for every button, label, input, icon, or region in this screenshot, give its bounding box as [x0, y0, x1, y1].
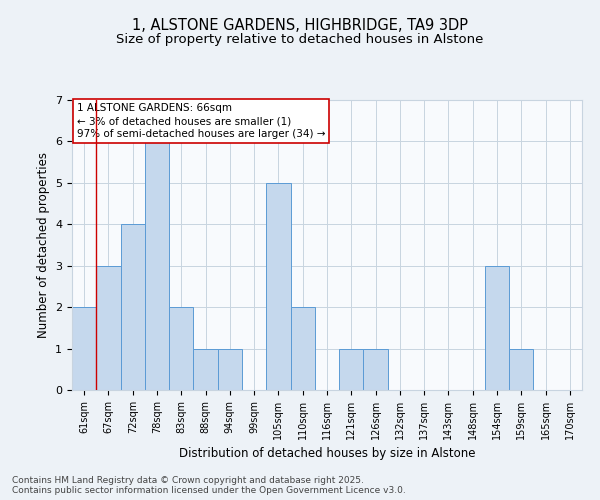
Bar: [121, 224, 145, 390]
Text: Contains HM Land Registry data © Crown copyright and database right 2025.
Contai: Contains HM Land Registry data © Crown c…: [12, 476, 406, 495]
Bar: [364, 348, 388, 390]
Bar: [193, 348, 218, 390]
Bar: [266, 183, 290, 390]
Y-axis label: Number of detached properties: Number of detached properties: [37, 152, 50, 338]
Bar: [339, 348, 364, 390]
Bar: [509, 348, 533, 390]
Bar: [145, 142, 169, 390]
X-axis label: Distribution of detached houses by size in Alstone: Distribution of detached houses by size …: [179, 448, 475, 460]
Bar: [218, 348, 242, 390]
Bar: [72, 307, 96, 390]
Text: 1, ALSTONE GARDENS, HIGHBRIDGE, TA9 3DP: 1, ALSTONE GARDENS, HIGHBRIDGE, TA9 3DP: [132, 18, 468, 32]
Bar: [96, 266, 121, 390]
Bar: [169, 307, 193, 390]
Bar: [485, 266, 509, 390]
Bar: [290, 307, 315, 390]
Text: Size of property relative to detached houses in Alstone: Size of property relative to detached ho…: [116, 32, 484, 46]
Text: 1 ALSTONE GARDENS: 66sqm
← 3% of detached houses are smaller (1)
97% of semi-det: 1 ALSTONE GARDENS: 66sqm ← 3% of detache…: [77, 103, 326, 140]
